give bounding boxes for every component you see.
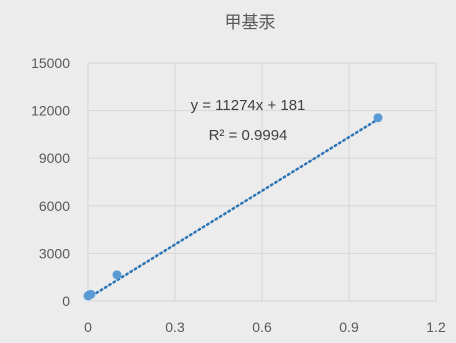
x-tick-label: 1.2 (426, 319, 446, 335)
data-point (86, 289, 96, 299)
linear-trendline (86, 117, 380, 300)
y-tick-label: 9000 (39, 150, 70, 166)
x-tick-label: 0.6 (252, 319, 272, 335)
y-tick-label: 12000 (31, 103, 70, 119)
x-tick-label: 0 (84, 319, 92, 335)
trendline-layer (86, 117, 380, 300)
y-tick-label: 0 (62, 293, 70, 309)
chart-title: 甲基汞 (225, 13, 276, 32)
y-axis-ticks: 0 3000 6000 9000 12000 15000 (31, 55, 70, 309)
y-tick-label: 15000 (31, 55, 70, 71)
trendline-r-squared: R² = 0.9994 (209, 127, 288, 144)
x-tick-label: 0.9 (339, 319, 359, 335)
trendline-equation: y = 11274x + 181 (191, 97, 306, 114)
x-axis-ticks: 0 0.3 0.6 0.9 1.2 (84, 319, 446, 335)
data-points (83, 113, 383, 301)
x-tick-label: 0.3 (165, 319, 185, 335)
data-point (112, 270, 122, 280)
grid-lines (87, 62, 437, 302)
y-tick-label: 6000 (39, 198, 70, 214)
data-point (373, 113, 383, 123)
y-tick-label: 3000 (39, 245, 70, 261)
